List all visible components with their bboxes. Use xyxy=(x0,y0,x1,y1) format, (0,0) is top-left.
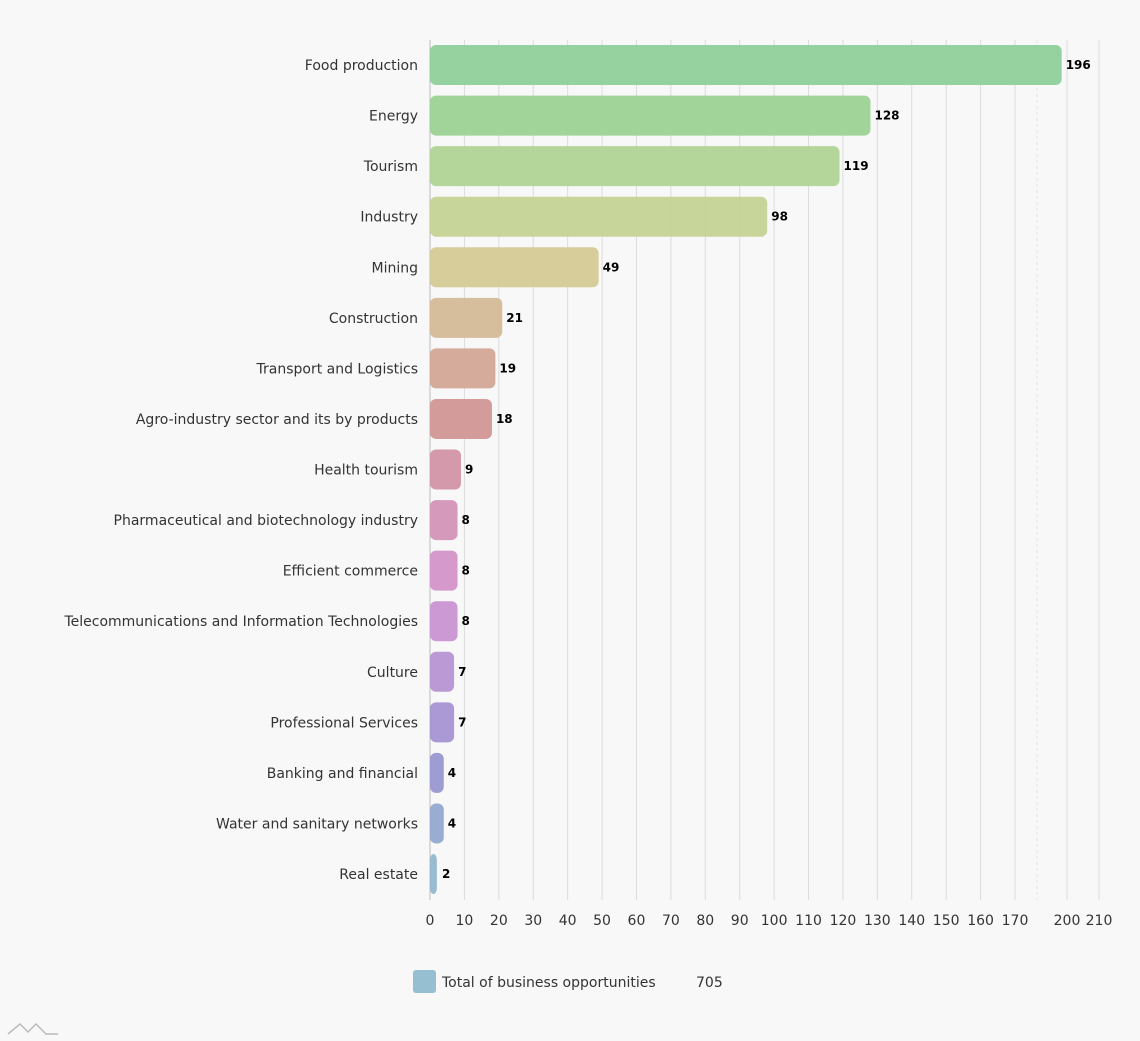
category-label: Energy xyxy=(369,109,418,125)
x-tick-label: 140 xyxy=(898,913,925,929)
value-label: 119 xyxy=(844,159,869,173)
bar[interactable] xyxy=(430,348,496,389)
x-tick-label: 110 xyxy=(795,913,822,929)
bar[interactable] xyxy=(430,803,444,844)
value-label: 7 xyxy=(458,715,466,729)
value-label: 8 xyxy=(462,564,470,578)
value-label: 2 xyxy=(442,867,450,881)
legend-value: 705 xyxy=(696,975,723,991)
x-tick-label: 200 xyxy=(1054,913,1081,929)
bars: Food production 196 Energy 128 Tourism 119 Ind… xyxy=(63,45,1091,894)
x-tick-label: 170 xyxy=(1002,913,1029,929)
bar[interactable] xyxy=(430,146,840,187)
x-tick-label: 130 xyxy=(864,913,891,929)
bar[interactable] xyxy=(430,297,503,338)
x-tick-label: 120 xyxy=(830,913,857,929)
category-label: Tourism xyxy=(363,159,418,175)
x-tick-label: 100 xyxy=(761,913,788,929)
x-tick-label: 70 xyxy=(662,913,680,929)
value-label: 49 xyxy=(603,260,620,274)
category-label: Professional Services xyxy=(270,715,418,731)
x-tick-label: 90 xyxy=(731,913,749,929)
bar[interactable] xyxy=(430,651,455,692)
x-tick-label: 160 xyxy=(967,913,994,929)
x-tick-label: 150 xyxy=(933,913,960,929)
x-tick-label: 60 xyxy=(628,913,646,929)
bar[interactable] xyxy=(430,196,768,237)
x-tick-label: 40 xyxy=(559,913,577,929)
x-tick-label: 30 xyxy=(524,913,542,929)
bar[interactable] xyxy=(430,95,871,136)
bar[interactable] xyxy=(430,702,455,743)
value-label: 18 xyxy=(496,412,513,426)
value-label: 4 xyxy=(448,816,456,830)
bar[interactable] xyxy=(430,752,444,793)
bar[interactable] xyxy=(430,449,461,490)
value-label: 128 xyxy=(874,109,899,123)
x-tick-label: 0 xyxy=(426,913,435,929)
category-label: Efficient commerce xyxy=(283,564,418,580)
bar[interactable] xyxy=(430,398,492,439)
category-label: Health tourism xyxy=(314,463,418,479)
bar[interactable] xyxy=(430,500,458,541)
category-label: Telecommunications and Information Techn… xyxy=(63,614,418,630)
value-label: 98 xyxy=(771,210,788,224)
value-label: 8 xyxy=(462,614,470,628)
legend-swatch[interactable] xyxy=(413,970,436,993)
value-label: 196 xyxy=(1066,58,1091,72)
value-label: 4 xyxy=(448,766,456,780)
legend[interactable]: Total of business opportunities 705 xyxy=(413,970,723,993)
value-label: 9 xyxy=(465,463,473,477)
x-tick-label: 20 xyxy=(490,913,508,929)
legend-label: Total of business opportunities xyxy=(441,975,656,991)
x-tick-label: 50 xyxy=(593,913,611,929)
value-label: 21 xyxy=(506,311,523,325)
category-label: Real estate xyxy=(339,867,418,883)
value-label: 19 xyxy=(499,361,516,375)
x-tick-label: 80 xyxy=(696,913,714,929)
x-tick-label: 10 xyxy=(455,913,473,929)
bar[interactable] xyxy=(430,45,1062,85)
category-label: Banking and financial xyxy=(267,766,418,782)
bar[interactable] xyxy=(430,601,458,642)
value-label: 7 xyxy=(458,665,466,679)
category-label: Water and sanitary networks xyxy=(216,816,418,832)
category-label: Culture xyxy=(367,665,418,681)
category-label: Pharmaceutical and biotechnology industr… xyxy=(114,513,418,529)
category-label: Mining xyxy=(372,260,419,276)
value-label: 8 xyxy=(462,513,470,527)
bar[interactable] xyxy=(430,247,599,288)
category-label: Construction xyxy=(329,311,418,327)
amcharts-logo-icon xyxy=(7,1022,58,1035)
bar[interactable] xyxy=(430,550,458,591)
x-axis-ticks: 0 10 20 30 40 50 60 70 80 90 100 110 120 130 140 150 160… xyxy=(426,913,1113,929)
category-label: Transport and Logistics xyxy=(256,361,419,377)
x-tick-label: 210 xyxy=(1086,913,1113,929)
bar[interactable] xyxy=(430,854,437,894)
category-label: Food production xyxy=(305,58,418,74)
category-label: Agro-industry sector and its by products xyxy=(136,412,418,428)
category-label: Industry xyxy=(360,210,418,226)
